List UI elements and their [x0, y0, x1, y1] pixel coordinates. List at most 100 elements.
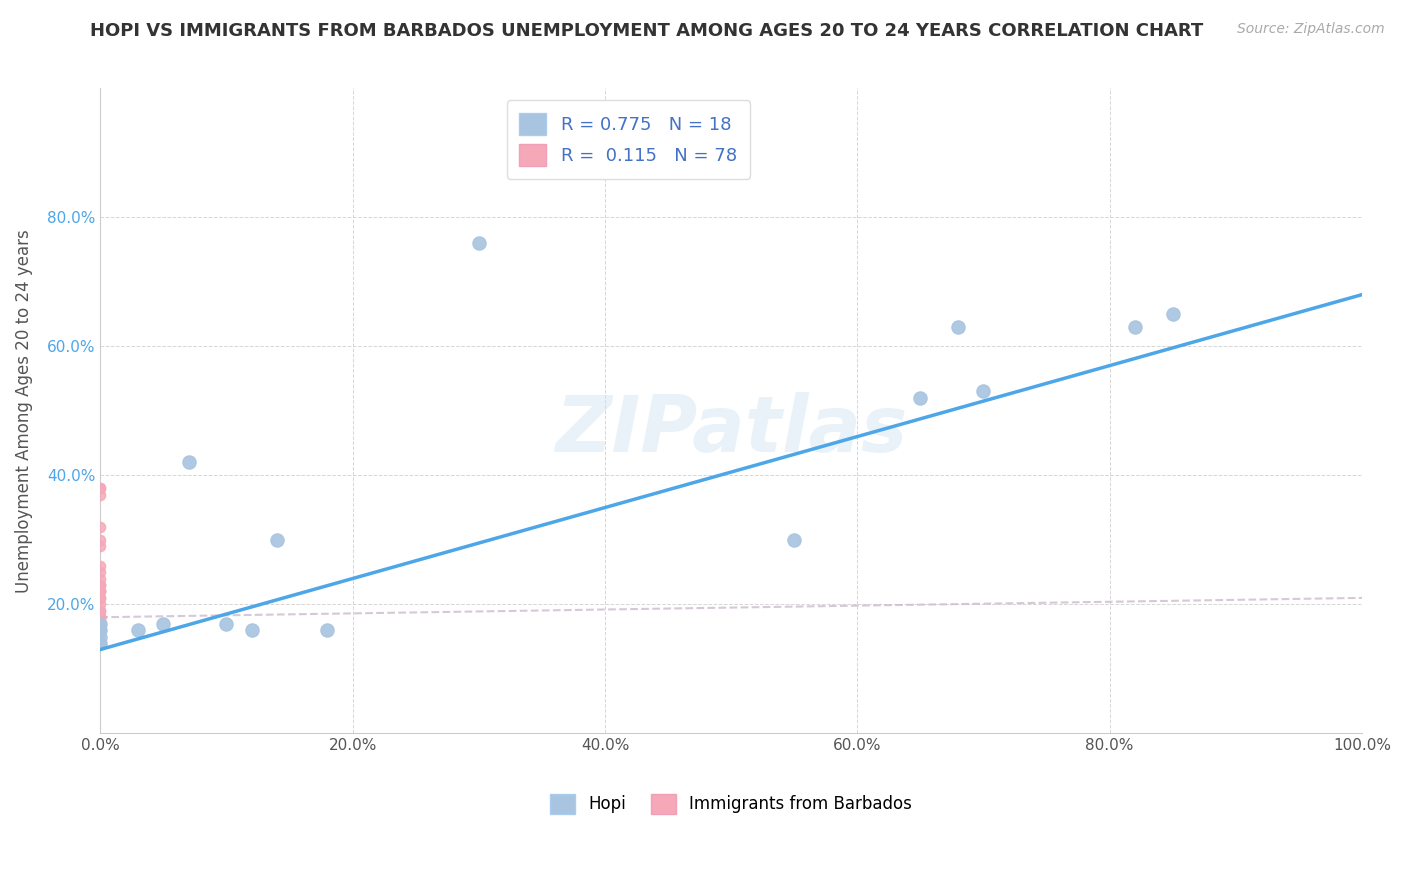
Point: [127, 623, 149, 637]
Point: [89, 636, 111, 650]
Point: [89, 636, 111, 650]
Point: [89, 636, 111, 650]
Point: [89, 623, 111, 637]
Point: [89, 610, 111, 624]
Point: [316, 623, 339, 637]
Text: HOPI VS IMMIGRANTS FROM BARBADOS UNEMPLOYMENT AMONG AGES 20 TO 24 YEARS CORRELAT: HOPI VS IMMIGRANTS FROM BARBADOS UNEMPLO…: [90, 22, 1204, 40]
Point: [89, 636, 111, 650]
Point: [89, 616, 111, 631]
Point: [89, 610, 111, 624]
Point: [89, 584, 111, 599]
Point: [1123, 319, 1146, 334]
Point: [89, 636, 111, 650]
Point: [89, 616, 111, 631]
Point: [89, 636, 111, 650]
Point: [89, 636, 111, 650]
Point: [89, 623, 111, 637]
Point: [89, 636, 111, 650]
Point: [89, 616, 111, 631]
Point: [89, 610, 111, 624]
Point: [89, 584, 111, 599]
Point: [783, 533, 806, 547]
Point: [89, 623, 111, 637]
Point: [89, 636, 111, 650]
Point: [89, 481, 111, 495]
Text: ZIPatlas: ZIPatlas: [555, 392, 907, 468]
Point: [89, 539, 111, 553]
Point: [89, 616, 111, 631]
Point: [89, 598, 111, 612]
Point: [89, 616, 111, 631]
Point: [89, 616, 111, 631]
Point: [89, 604, 111, 618]
Point: [89, 616, 111, 631]
Point: [152, 616, 174, 631]
Point: [89, 610, 111, 624]
Point: [89, 591, 111, 605]
Point: [89, 636, 111, 650]
Point: [89, 610, 111, 624]
Point: [89, 636, 111, 650]
Point: [89, 610, 111, 624]
Point: [89, 623, 111, 637]
Point: [89, 533, 111, 547]
Point: [910, 391, 932, 405]
Y-axis label: Unemployment Among Ages 20 to 24 years: Unemployment Among Ages 20 to 24 years: [15, 229, 32, 592]
Point: [89, 616, 111, 631]
Point: [89, 636, 111, 650]
Point: [89, 481, 111, 495]
Point: [89, 623, 111, 637]
Point: [240, 623, 263, 637]
Point: [89, 636, 111, 650]
Point: [89, 572, 111, 586]
Point: [89, 636, 111, 650]
Point: [89, 520, 111, 534]
Point: [468, 235, 491, 250]
Point: [89, 636, 111, 650]
Point: [948, 319, 970, 334]
Point: [972, 384, 994, 399]
Point: [89, 610, 111, 624]
Point: [89, 636, 111, 650]
Point: [89, 630, 111, 644]
Point: [89, 558, 111, 573]
Point: [89, 488, 111, 502]
Point: [89, 636, 111, 650]
Point: [89, 636, 111, 650]
Point: [89, 616, 111, 631]
Point: [89, 604, 111, 618]
Point: [89, 636, 111, 650]
Point: [89, 623, 111, 637]
Legend: Hopi, Immigrants from Barbados: Hopi, Immigrants from Barbados: [543, 787, 920, 821]
Point: [89, 610, 111, 624]
Point: [89, 636, 111, 650]
Point: [89, 616, 111, 631]
Point: [177, 455, 200, 469]
Point: [89, 636, 111, 650]
Text: Source: ZipAtlas.com: Source: ZipAtlas.com: [1237, 22, 1385, 37]
Point: [89, 616, 111, 631]
Point: [89, 578, 111, 592]
Point: [266, 533, 288, 547]
Point: [89, 636, 111, 650]
Point: [89, 636, 111, 650]
Point: [89, 636, 111, 650]
Point: [89, 565, 111, 579]
Point: [1161, 307, 1184, 321]
Point: [89, 636, 111, 650]
Point: [89, 636, 111, 650]
Point: [89, 623, 111, 637]
Point: [89, 636, 111, 650]
Point: [89, 591, 111, 605]
Point: [89, 616, 111, 631]
Point: [215, 616, 238, 631]
Point: [89, 616, 111, 631]
Point: [89, 578, 111, 592]
Point: [89, 623, 111, 637]
Point: [89, 616, 111, 631]
Point: [89, 636, 111, 650]
Point: [89, 623, 111, 637]
Point: [89, 584, 111, 599]
Point: [89, 623, 111, 637]
Point: [89, 636, 111, 650]
